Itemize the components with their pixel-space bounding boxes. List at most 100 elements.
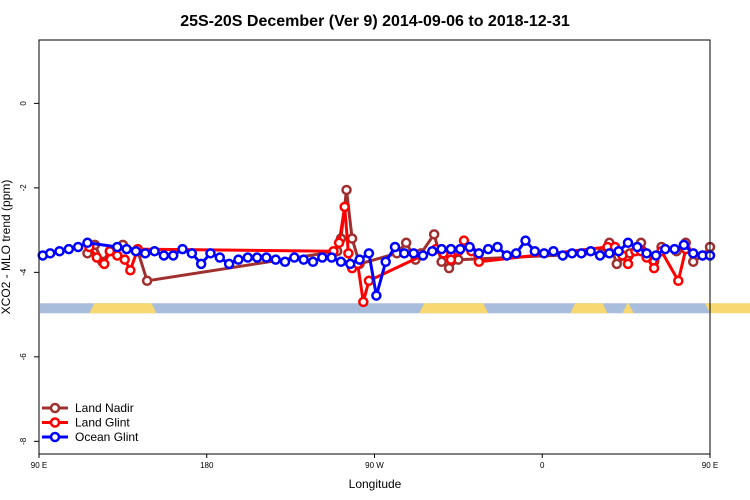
ocean-glint-point: [473, 248, 485, 259]
land-glint-point: [648, 262, 660, 274]
x-tick-label: 90 W: [365, 461, 384, 470]
ocean-glint-point: [538, 248, 550, 259]
ocean-glint-point: [576, 248, 587, 259]
ocean-glint-point: [54, 245, 65, 257]
legend-marker: [49, 431, 61, 443]
ocean-glint-point: [585, 245, 596, 257]
ocean-glint-point: [326, 252, 337, 263]
ocean-glint-point: [408, 248, 419, 259]
x-tick-label: 180: [200, 461, 214, 470]
ocean-glint-point: [233, 254, 244, 265]
land-glint-point: [119, 254, 130, 265]
land-glint-point: [98, 258, 110, 270]
ocean-glint-point: [149, 245, 160, 257]
ocean-glint-point: [186, 248, 198, 259]
land-segment-2: [570, 303, 608, 314]
land-glint-point: [91, 252, 103, 263]
ocean-glint-point: [72, 241, 84, 253]
series-layer: [37, 184, 716, 308]
ocean-glint-point: [195, 258, 207, 270]
ocean-glint-point: [177, 243, 188, 255]
land-nadir-point: [400, 237, 412, 249]
land-segment-1: [419, 303, 489, 314]
ocean-glint-point: [389, 241, 401, 253]
ocean-glint-point: [427, 245, 438, 257]
ocean-glint-point: [298, 254, 309, 265]
ocean-glint-point: [270, 254, 281, 265]
land-nadir-point: [346, 233, 358, 244]
land-glint-point: [363, 275, 375, 287]
ocean-glint-point: [354, 254, 365, 265]
ocean-glint-point: [242, 252, 254, 263]
ocean-glint-point: [660, 243, 671, 255]
ocean-glint-point: [510, 248, 522, 259]
land-nadir-point: [341, 184, 352, 196]
ocean-glint-point: [464, 241, 475, 253]
land-glint-point: [339, 201, 350, 213]
ocean-glint-point: [363, 248, 375, 259]
legend-label: Land Glint: [75, 416, 130, 430]
y-tick-label: -6: [19, 353, 28, 361]
x-axis-label: Longitude: [349, 477, 402, 491]
ocean-glint-point: [436, 243, 447, 255]
chart-title: 25S-20S December (Ver 9) 2014-09-06 to 2…: [180, 13, 570, 30]
land-glint-point: [358, 296, 369, 308]
land-nadir-point: [687, 256, 699, 268]
ocean-glint-point: [167, 250, 179, 261]
ocean-glint-point: [317, 252, 328, 263]
ocean-glint-point: [307, 256, 319, 268]
ocean-glint-point: [335, 256, 347, 268]
land-nadir-point: [141, 275, 153, 287]
ocean-glint-point: [139, 248, 151, 259]
ocean-glint-point: [482, 243, 494, 255]
ocean-glint-point: [492, 241, 503, 253]
ocean-glint-point: [520, 235, 531, 246]
y-tick-label: -8: [19, 437, 28, 445]
legend-item-land-nadir: Land Nadir: [42, 401, 134, 415]
ocean-glint-point: [604, 248, 615, 259]
ocean-glint-point: [380, 256, 391, 268]
ocean-glint-point: [632, 241, 643, 253]
ocean-glint-point: [641, 248, 652, 259]
ocean-glint-point: [130, 245, 142, 257]
legend-label: Ocean Glint: [75, 430, 139, 444]
ocean-glint-point: [121, 243, 132, 255]
ocean-glint-point: [279, 256, 291, 268]
ocean-glint-point: [399, 248, 410, 259]
ocean-glint-point: [371, 290, 382, 301]
legend-label: Land Nadir: [75, 401, 134, 415]
ocean-glint-point: [261, 252, 272, 263]
legend-item-land-glint: Land Glint: [42, 416, 130, 430]
ocean-glint-point: [445, 243, 457, 255]
x-axis: 90 E 180 90 W 0 90 E: [31, 454, 718, 470]
ocean-glint-point: [622, 237, 634, 249]
ocean-glint-point: [650, 250, 662, 261]
ocean-glint-point: [223, 258, 235, 270]
legend-marker: [49, 402, 61, 414]
ocean-glint-point: [557, 250, 569, 261]
x-tick-label: 90 E: [31, 461, 47, 470]
land-segment-0: [89, 303, 157, 314]
land-glint-point: [125, 264, 136, 276]
y-axis: 0 -2 -4 -6 -8: [19, 101, 39, 445]
ocean-glint-point: [205, 248, 216, 259]
land-nadir-point: [436, 256, 447, 268]
land-glint-point: [458, 235, 470, 246]
ocean-glint-point: [44, 248, 56, 259]
ocean-glint-point: [566, 248, 578, 259]
ocean-glint-point: [82, 237, 93, 249]
ocean-glint-point: [289, 252, 300, 263]
ocean-strip: [40, 303, 709, 314]
ocean-glint-point: [112, 241, 123, 253]
y-tick-label: 0: [19, 101, 28, 106]
series-land-nadir: [82, 184, 716, 287]
legend-item-ocean-glint: Ocean Glint: [42, 430, 139, 444]
x-tick-label: 0: [540, 461, 545, 470]
ocean-glint-point: [158, 250, 170, 261]
ocean-glint-point: [678, 239, 690, 251]
y-tick-label: -4: [19, 268, 28, 276]
ocean-glint-point: [417, 250, 429, 261]
ocean-glint-point: [251, 252, 263, 263]
